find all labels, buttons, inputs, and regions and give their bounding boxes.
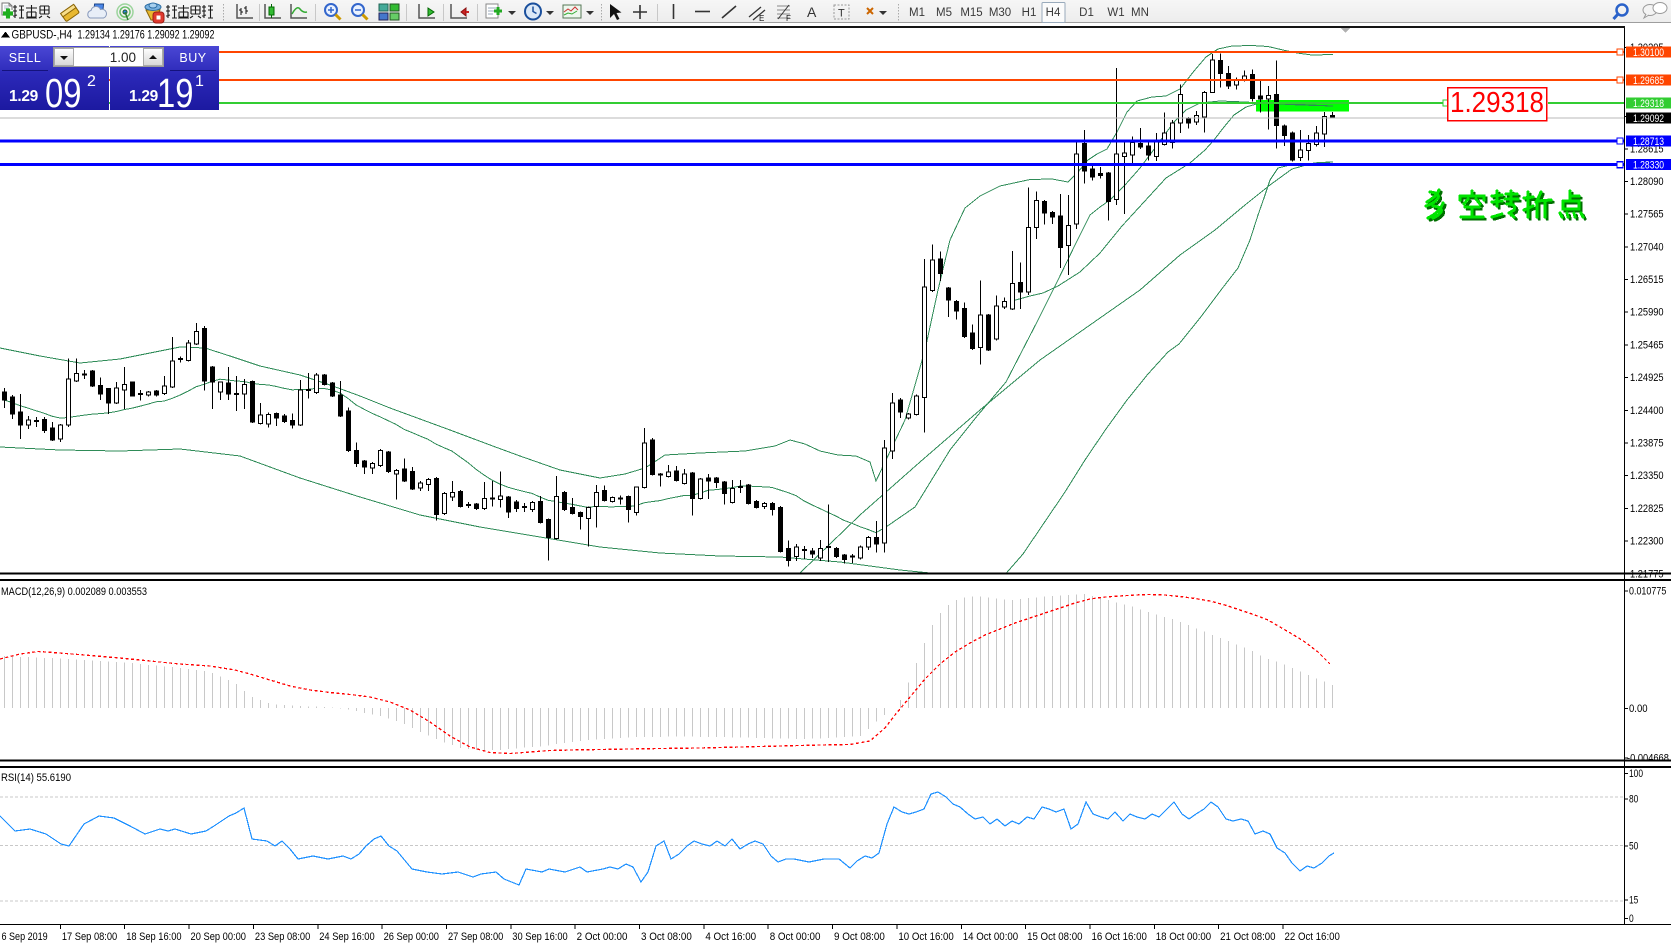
svg-text:GBPUSD-,H4: GBPUSD-,H4	[12, 30, 73, 42]
svg-text:MACD(12,26,9) 0.002089 0.00355: MACD(12,26,9) 0.002089 0.003553	[1, 586, 147, 598]
svg-text:1.26515: 1.26515	[1630, 274, 1664, 286]
svg-text:30 Sep 16:00: 30 Sep 16:00	[512, 931, 567, 943]
svg-text:1.27040: 1.27040	[1630, 241, 1664, 253]
svg-text:T: T	[838, 8, 845, 20]
svg-text:14 Oct 00:00: 14 Oct 00:00	[963, 931, 1018, 943]
svg-text:1.30100: 1.30100	[1633, 47, 1664, 59]
svg-text:3 Oct 08:00: 3 Oct 08:00	[641, 931, 692, 943]
svg-text:1.22300: 1.22300	[1630, 536, 1664, 548]
svg-text:1.29685: 1.29685	[1633, 75, 1664, 87]
svg-text:M1: M1	[909, 7, 925, 19]
svg-text:1.24925: 1.24925	[1630, 372, 1664, 384]
svg-text:21 Oct 08:00: 21 Oct 08:00	[1220, 931, 1275, 943]
svg-text:17 Sep 08:00: 17 Sep 08:00	[62, 931, 117, 943]
svg-text:1.29318: 1.29318	[1450, 87, 1544, 119]
svg-text:H1: H1	[1022, 7, 1037, 19]
svg-text:23 Sep 08:00: 23 Sep 08:00	[255, 931, 310, 943]
svg-text:MN: MN	[1131, 7, 1149, 19]
svg-text:100: 100	[1629, 768, 1643, 780]
svg-text:24 Sep 16:00: 24 Sep 16:00	[319, 931, 374, 943]
svg-text:A: A	[807, 4, 817, 20]
svg-text:1.22825: 1.22825	[1630, 503, 1664, 515]
svg-text:W1: W1	[1107, 7, 1124, 19]
svg-text:0: 0	[1629, 913, 1634, 925]
svg-text:16 Oct 16:00: 16 Oct 16:00	[1091, 931, 1146, 943]
svg-text:D1: D1	[1079, 7, 1094, 19]
svg-text:18 Oct 00:00: 18 Oct 00:00	[1156, 931, 1211, 943]
svg-text:6 Sep 2019: 6 Sep 2019	[2, 931, 48, 943]
svg-text:10 Oct 16:00: 10 Oct 16:00	[898, 931, 953, 943]
svg-text:20 Sep 00:00: 20 Sep 00:00	[191, 931, 246, 943]
svg-text:RSI(14) 55.6190: RSI(14) 55.6190	[1, 772, 71, 784]
svg-text:1.23875: 1.23875	[1630, 438, 1664, 450]
svg-text:F: F	[786, 14, 791, 23]
svg-text:M15: M15	[960, 7, 982, 19]
svg-text:50: 50	[1629, 841, 1638, 853]
svg-text:1.28090: 1.28090	[1630, 176, 1664, 188]
svg-text:1.27565: 1.27565	[1630, 209, 1664, 221]
svg-text:1.29092: 1.29092	[1633, 113, 1664, 125]
svg-text:1.28330: 1.28330	[1633, 160, 1664, 172]
svg-text:M5: M5	[936, 7, 952, 19]
svg-text:1.29318: 1.29318	[1633, 98, 1664, 110]
svg-text:1.25990: 1.25990	[1630, 307, 1664, 319]
svg-text:-0.004668: -0.004668	[1627, 752, 1669, 764]
svg-text:E: E	[759, 14, 764, 23]
svg-text:0.00: 0.00	[1629, 703, 1648, 715]
svg-text:27 Sep 08:00: 27 Sep 08:00	[448, 931, 503, 943]
svg-text:18 Sep 16:00: 18 Sep 16:00	[126, 931, 181, 943]
svg-text:H4: H4	[1046, 7, 1061, 19]
svg-text:15: 15	[1629, 895, 1638, 907]
svg-text:1.23350: 1.23350	[1630, 470, 1664, 482]
svg-text:22 Oct 16:00: 22 Oct 16:00	[1285, 931, 1340, 943]
svg-text:9 Oct 08:00: 9 Oct 08:00	[834, 931, 885, 943]
svg-text:1.28615: 1.28615	[1630, 144, 1664, 156]
svg-text:26 Sep 00:00: 26 Sep 00:00	[384, 931, 439, 943]
svg-text:M30: M30	[989, 7, 1011, 19]
svg-text:2 Oct 00:00: 2 Oct 00:00	[577, 931, 628, 943]
svg-text:1.28713: 1.28713	[1633, 136, 1664, 148]
svg-text:0.010775: 0.010775	[1629, 586, 1666, 598]
svg-text:80: 80	[1629, 794, 1638, 806]
svg-text:1.24400: 1.24400	[1630, 405, 1664, 417]
svg-text:1.29134 1.29176 1.29092 1.2909: 1.29134 1.29176 1.29092 1.29092	[78, 30, 215, 42]
svg-text:1.25465: 1.25465	[1630, 339, 1664, 351]
svg-text:15 Oct 08:00: 15 Oct 08:00	[1027, 931, 1082, 943]
svg-text:8 Oct 00:00: 8 Oct 00:00	[770, 931, 821, 943]
svg-text:4 Oct 16:00: 4 Oct 16:00	[705, 931, 756, 943]
